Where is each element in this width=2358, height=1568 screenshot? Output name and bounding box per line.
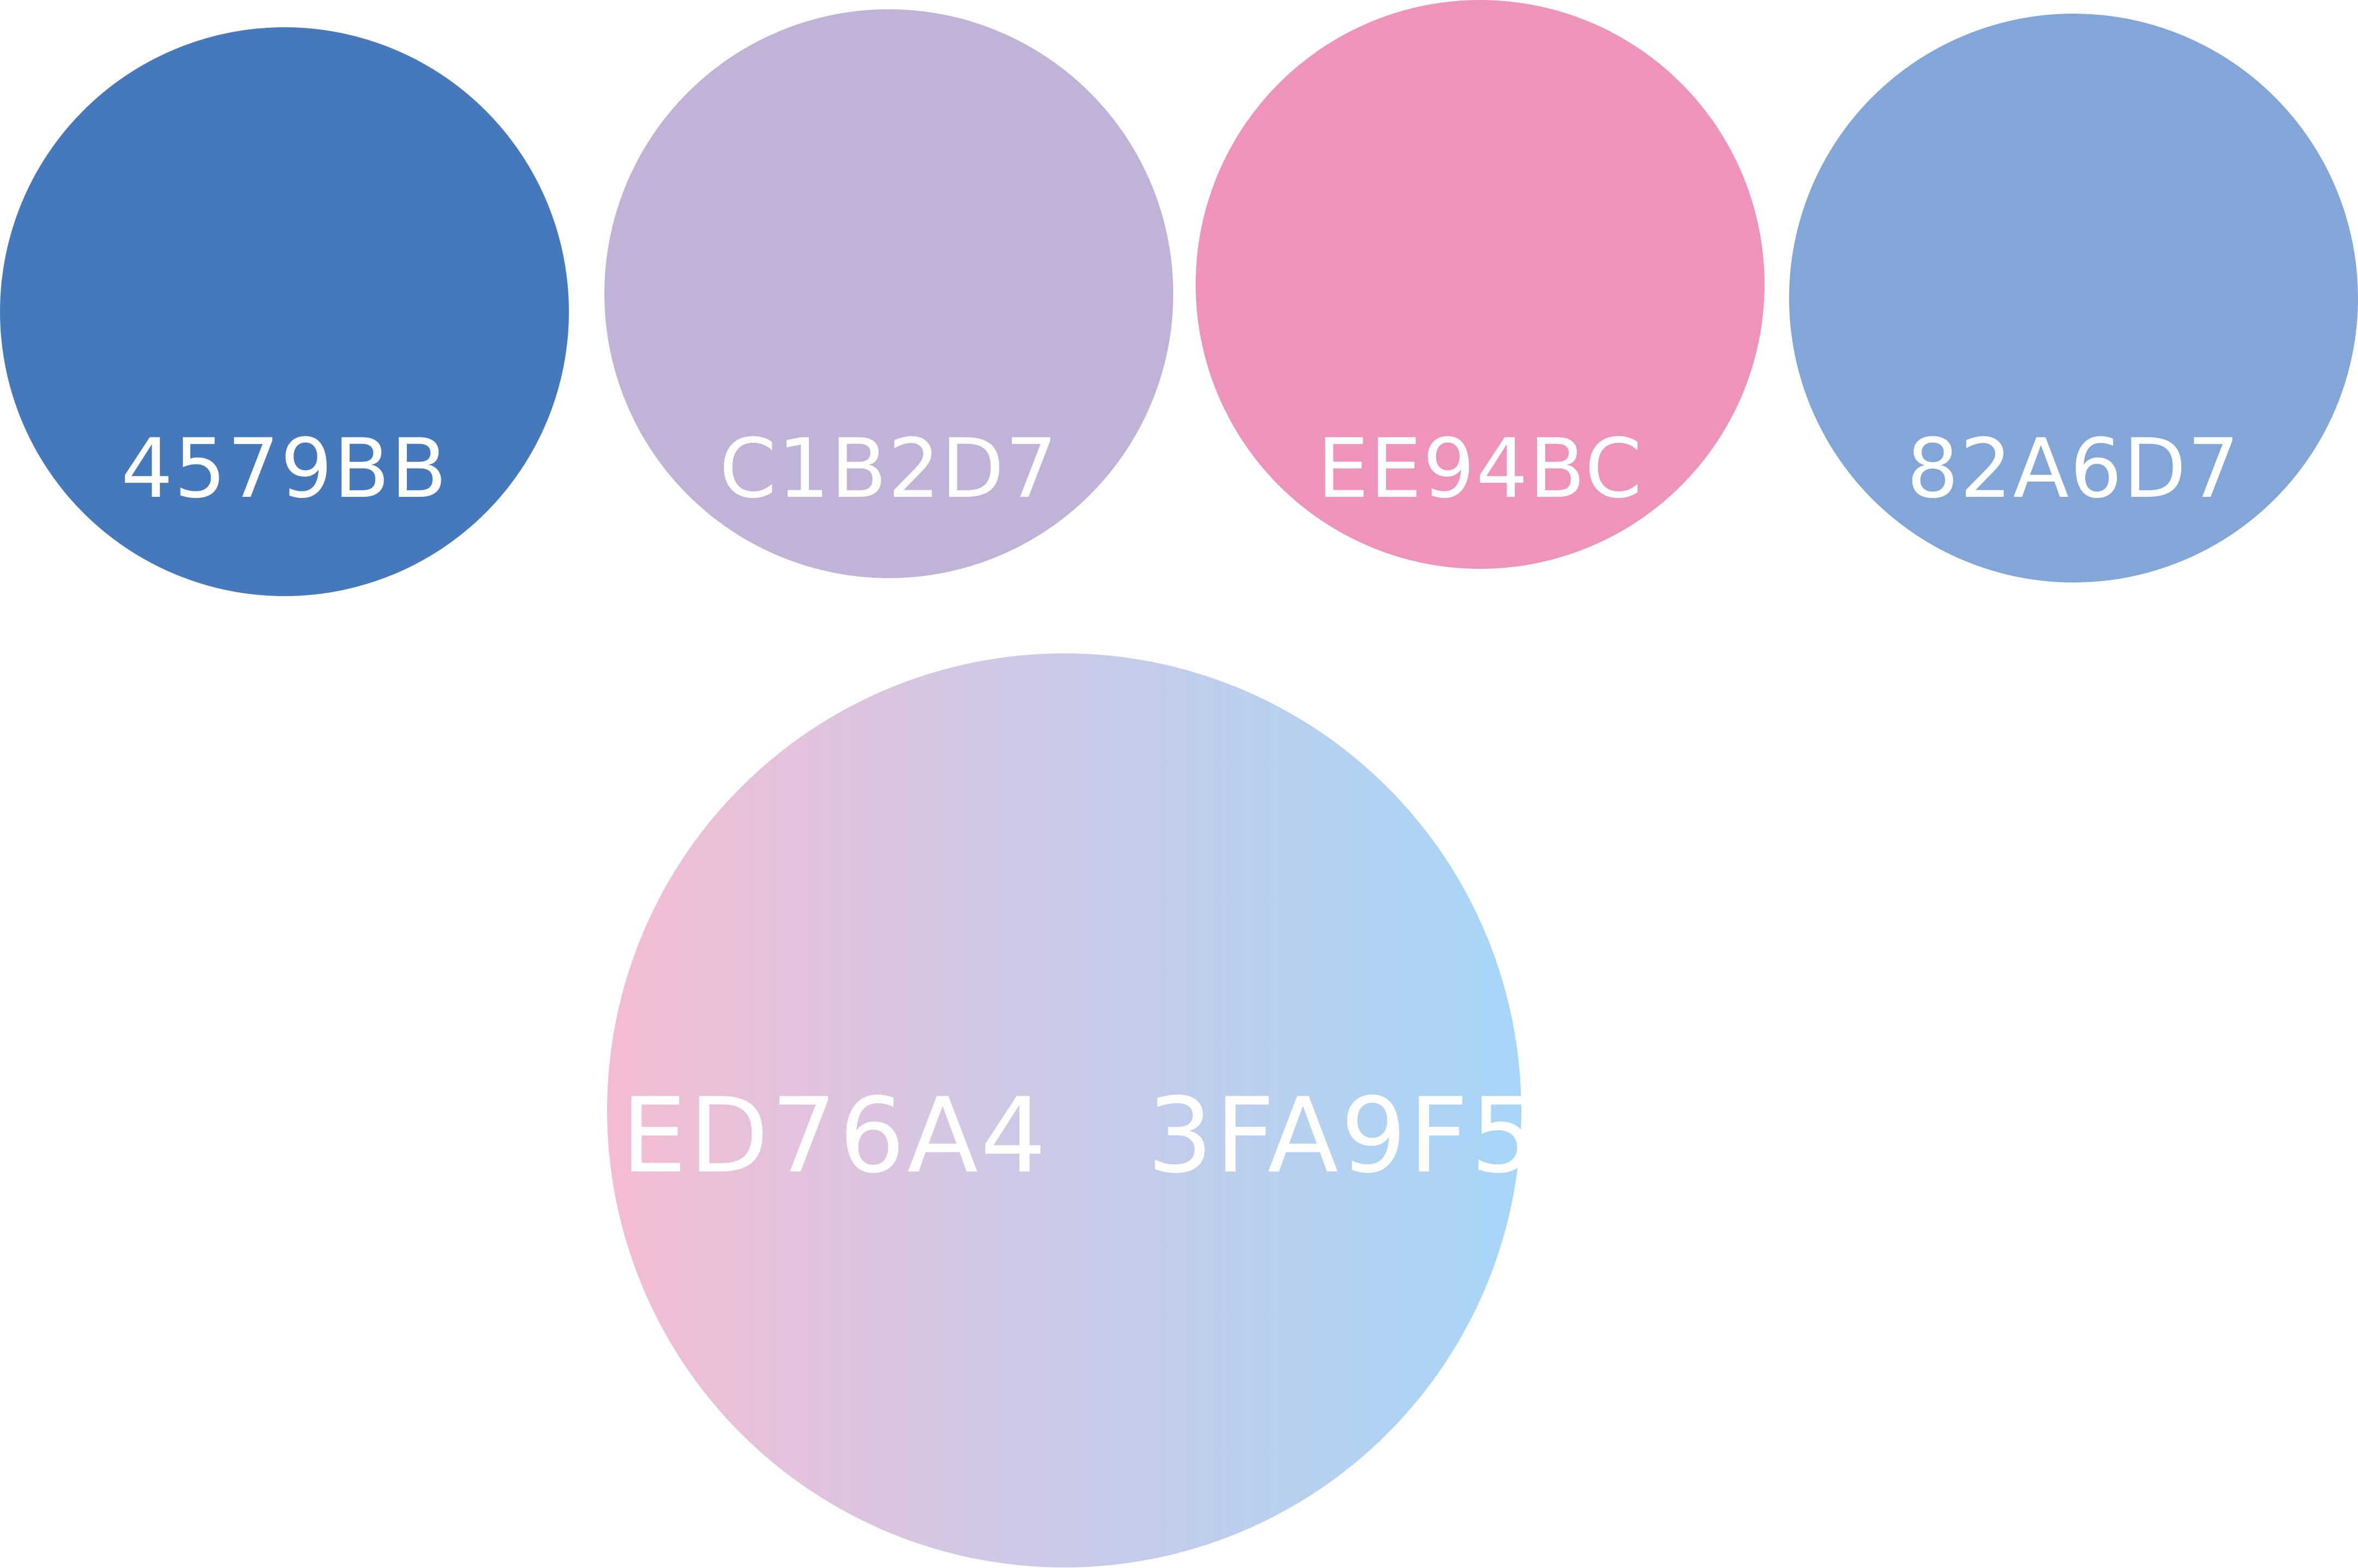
gradient-swatch: ED76A4 3FA9F5 xyxy=(607,653,1537,1567)
color-swatch-3-label: EE94BC xyxy=(1317,422,1643,516)
color-swatch-1: 4579BB xyxy=(0,27,569,596)
gradient-start-label: ED76A4 xyxy=(621,1076,1048,1196)
color-swatch-2: C1B2D7 xyxy=(604,9,1173,578)
gradient-end-label: 3FA9F5 xyxy=(1147,1076,1539,1196)
color-swatch-4: 82A6D7 xyxy=(1789,14,2358,582)
color-swatch-3: EE94BC xyxy=(1196,0,1765,569)
color-swatch-4-label: 82A6D7 xyxy=(1906,422,2241,516)
color-swatch-2-label: C1B2D7 xyxy=(719,422,1059,516)
color-swatch-1-label: 4579BB xyxy=(121,422,448,516)
